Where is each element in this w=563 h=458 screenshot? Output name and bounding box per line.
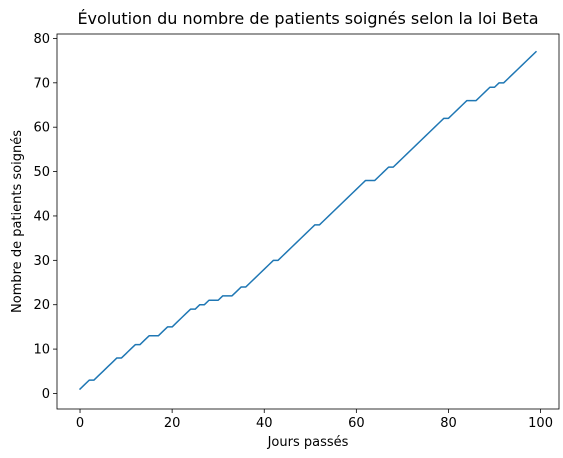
y-tick-label: 10 [33,343,50,358]
x-tick-label: 100 [528,416,553,431]
x-axis-ticks: 0 20 40 60 80 100 [76,409,553,431]
y-tick-label: 60 [33,121,50,136]
chart-title: Évolution du nombre de patients soignés … [77,9,538,28]
y-tick-label: 50 [33,165,50,180]
x-tick-label: 0 [76,416,84,431]
x-tick-label: 80 [440,416,457,431]
x-axis-label: Jours passés [267,435,349,450]
y-axis-ticks: 0 10 20 30 40 50 60 70 80 [33,32,57,402]
x-tick-label: 20 [164,416,181,431]
y-tick-label: 30 [33,254,50,269]
y-tick-label: 70 [33,76,50,91]
x-tick-label: 60 [348,416,365,431]
y-tick-label: 80 [33,32,50,47]
y-tick-label: 20 [33,298,50,313]
y-tick-label: 40 [33,209,50,224]
y-axis-label: Nombre de patients soignés [10,130,25,313]
series-line [78,50,538,391]
plot-area-frame [56,33,560,410]
x-tick-label: 40 [256,416,273,431]
y-tick-label: 0 [42,387,50,402]
